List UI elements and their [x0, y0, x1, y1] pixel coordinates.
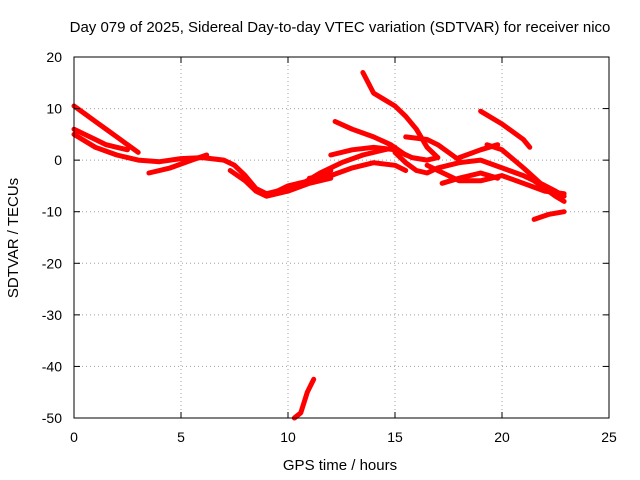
- series-group: [71, 70, 567, 421]
- series-arc-18: [484, 142, 567, 199]
- plot-border: [73, 56, 610, 419]
- grid: [74, 57, 609, 418]
- series-arc-6: [291, 376, 317, 421]
- series-arc-19: [531, 209, 567, 222]
- tick-group: 0 5 10 15 20 25 -50 -40 -30 -20 -10 0 10 20: [42, 49, 617, 445]
- series-arc-10: [332, 119, 409, 158]
- x-tick-label: 25: [601, 429, 617, 445]
- series-arc-5: [227, 168, 334, 199]
- series-arc-13: [403, 134, 462, 163]
- y-tick-label: -50: [42, 410, 62, 426]
- x-tick-label: 15: [387, 429, 403, 445]
- x-tick-label: 20: [494, 429, 510, 445]
- series-arc-15: [439, 170, 501, 186]
- series-arc-4: [146, 152, 210, 176]
- y-tick-label: 0: [54, 152, 62, 168]
- x-tick-label: 5: [177, 429, 185, 445]
- series-arc-1: [71, 103, 141, 155]
- y-tick-label: 10: [46, 101, 62, 117]
- plot-frame: [73, 56, 610, 419]
- y-tick-label: -30: [42, 307, 62, 323]
- x-tick-label: 10: [280, 429, 296, 445]
- series-arc-17: [478, 108, 533, 150]
- series-arc-3: [71, 131, 334, 197]
- x-axis-label: GPS time / hours: [283, 457, 397, 474]
- y-axis-label: SDTVAR / TECUs: [5, 178, 22, 298]
- series-arc-2: [71, 126, 130, 153]
- y-tick-label: -40: [42, 358, 62, 374]
- x-tick-label: 0: [70, 429, 78, 445]
- y-tick-label: -10: [42, 204, 62, 220]
- chart-title: Day 079 of 2025, Sidereal Day-to-day VTE…: [70, 19, 611, 36]
- series-arc-11: [360, 70, 441, 161]
- y-tick-label: 20: [46, 49, 62, 65]
- series-arc-8: [306, 160, 409, 181]
- y-tick-label: -20: [42, 255, 62, 271]
